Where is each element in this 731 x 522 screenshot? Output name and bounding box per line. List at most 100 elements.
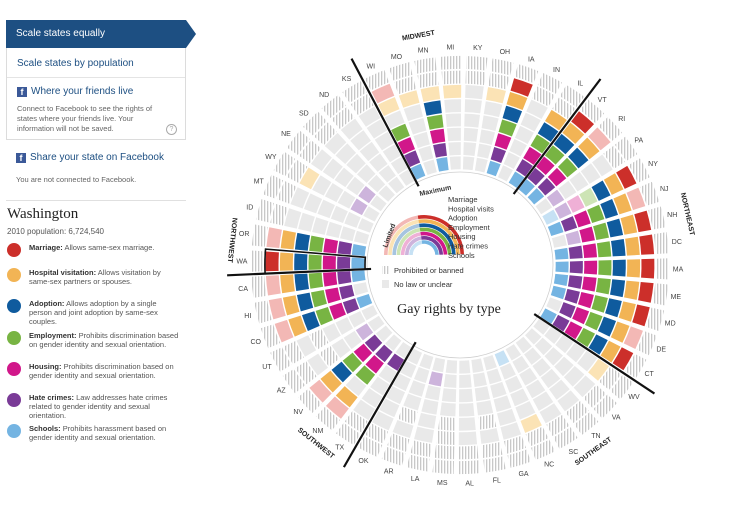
state-label-nm[interactable]: NM	[312, 428, 323, 435]
state-label-nv[interactable]: NV	[293, 409, 303, 416]
cell-al-employment[interactable]	[458, 402, 475, 417]
help-icon[interactable]: ?	[166, 124, 177, 135]
cell-va-schools[interactable]	[525, 328, 542, 345]
state-label-tx[interactable]: TX	[335, 444, 344, 451]
state-label-wa[interactable]: WA	[236, 258, 247, 265]
cell-me-hate-crimes[interactable]	[567, 275, 583, 289]
state-label-sd[interactable]: SD	[299, 110, 309, 117]
cell-ny-hospital-visits[interactable]	[603, 173, 624, 195]
state-label-co[interactable]: CO	[251, 339, 262, 346]
cell-ga-employment[interactable]	[493, 395, 512, 412]
cell-nv-marriage[interactable]	[309, 379, 332, 403]
cell-mo-housing[interactable]	[413, 131, 430, 149]
cell-ok-hate-crimes[interactable]	[400, 361, 417, 378]
cell-sc-employment[interactable]	[525, 379, 546, 399]
cell-mn-adoption[interactable]	[423, 100, 442, 116]
cell-la-adoption[interactable]	[417, 412, 437, 429]
cell-oh-housing[interactable]	[479, 129, 496, 145]
cell-nm-hate-crimes[interactable]	[375, 344, 393, 363]
cell-oh-employment[interactable]	[481, 115, 499, 131]
cell-wy-housing[interactable]	[337, 190, 356, 209]
cell-wv-schools[interactable]	[533, 318, 550, 335]
state-label-mn[interactable]: MN	[418, 48, 429, 55]
cell-ms-housing[interactable]	[441, 388, 457, 403]
cell-co-housing[interactable]	[329, 302, 346, 320]
cell-tx-hate-crimes[interactable]	[387, 353, 405, 371]
cell-de-hate-crimes[interactable]	[559, 302, 576, 319]
cell-hi-housing[interactable]	[325, 287, 341, 304]
state-label-hi[interactable]: HI	[244, 313, 251, 320]
cell-mn-marriage[interactable]	[417, 71, 439, 88]
cell-dc-marriage[interactable]	[639, 234, 655, 255]
cell-sc-adoption[interactable]	[532, 391, 554, 411]
cell-nm-schools[interactable]	[385, 334, 402, 351]
cell-il-hospital-visits[interactable]	[545, 109, 567, 131]
state-label-mt[interactable]: MT	[254, 178, 265, 185]
cell-id-schools[interactable]	[353, 230, 370, 245]
cell-wa-hate-crimes[interactable]	[337, 256, 351, 269]
cell-tx-marriage[interactable]	[344, 411, 368, 433]
state-label-me[interactable]: ME	[671, 294, 682, 301]
cell-wv-employment[interactable]	[566, 342, 586, 363]
state-label-id[interactable]: ID	[246, 204, 253, 211]
cell-mt-schools[interactable]	[357, 218, 374, 233]
cell-in-housing[interactable]	[509, 139, 527, 157]
cell-nc-schools[interactable]	[494, 350, 510, 367]
state-label-ky[interactable]: KY	[473, 45, 483, 52]
cell-nv-housing[interactable]	[353, 343, 373, 363]
state-label-ca[interactable]: CA	[238, 286, 248, 293]
cell-al-housing[interactable]	[459, 388, 474, 403]
cell-la-hospital-visits[interactable]	[414, 426, 434, 443]
cell-wy-marriage[interactable]	[286, 159, 308, 183]
state-label-mo[interactable]: MO	[391, 54, 403, 61]
cell-vt-hate-crimes[interactable]	[527, 167, 545, 186]
state-label-tn[interactable]: TN	[591, 433, 600, 440]
state-label-de[interactable]: DE	[656, 347, 666, 354]
cell-me-schools[interactable]	[553, 273, 569, 287]
cell-ne-schools[interactable]	[370, 195, 387, 212]
cell-ne-adoption[interactable]	[322, 158, 343, 180]
cell-nh-employment[interactable]	[593, 222, 610, 240]
cell-hi-employment[interactable]	[310, 290, 327, 308]
cell-al-marriage[interactable]	[458, 445, 479, 460]
cell-ga-marriage[interactable]	[503, 435, 526, 454]
state-label-sc[interactable]: SC	[569, 449, 579, 456]
cell-fl-hate-crimes[interactable]	[473, 372, 487, 388]
cell-de-housing[interactable]	[572, 307, 590, 325]
cell-dc-adoption[interactable]	[610, 238, 626, 257]
cell-nd-schools[interactable]	[388, 176, 405, 194]
cell-va-marriage[interactable]	[583, 384, 606, 408]
cell-vt-schools[interactable]	[518, 179, 535, 196]
cell-ar-hate-crimes[interactable]	[413, 367, 430, 384]
cell-az-schools[interactable]	[367, 315, 385, 332]
cell-id-employment[interactable]	[312, 217, 329, 235]
cell-ks-hospital-visits[interactable]	[358, 106, 381, 127]
scale-by-population-tab[interactable]: Scale states by population	[7, 48, 185, 78]
cell-mn-schools[interactable]	[436, 157, 449, 172]
state-label-nj[interactable]: NJ	[660, 186, 669, 193]
cell-nh-adoption[interactable]	[606, 218, 624, 238]
cell-mt-adoption[interactable]	[303, 193, 323, 214]
cell-mi-housing[interactable]	[446, 127, 461, 142]
cell-ok-housing[interactable]	[393, 373, 411, 391]
cell-mn-hate-crimes[interactable]	[433, 142, 447, 158]
cell-tn-employment[interactable]	[540, 368, 561, 389]
state-label-wy[interactable]: WY	[265, 154, 277, 161]
cell-nd-hate-crimes[interactable]	[378, 165, 396, 183]
cell-me-adoption[interactable]	[609, 279, 626, 298]
cell-sd-marriage[interactable]	[314, 122, 337, 146]
cell-va-housing[interactable]	[544, 347, 563, 366]
cell-wi-hospital-visits[interactable]	[378, 97, 400, 117]
cell-me-marriage[interactable]	[638, 281, 654, 303]
cell-ar-housing[interactable]	[408, 380, 426, 397]
cell-ct-marriage[interactable]	[612, 347, 634, 371]
cell-wi-adoption[interactable]	[384, 110, 405, 129]
cell-ga-housing[interactable]	[490, 381, 507, 399]
cell-wv-hate-crimes[interactable]	[544, 326, 562, 344]
state-label-ks[interactable]: KS	[342, 76, 352, 83]
cell-ca-employment[interactable]	[308, 272, 324, 289]
cell-az-hospital-visits[interactable]	[307, 353, 328, 376]
cell-nc-adoption[interactable]	[515, 401, 536, 420]
cell-de-schools[interactable]	[546, 297, 563, 312]
cell-ia-housing[interactable]	[494, 133, 512, 150]
